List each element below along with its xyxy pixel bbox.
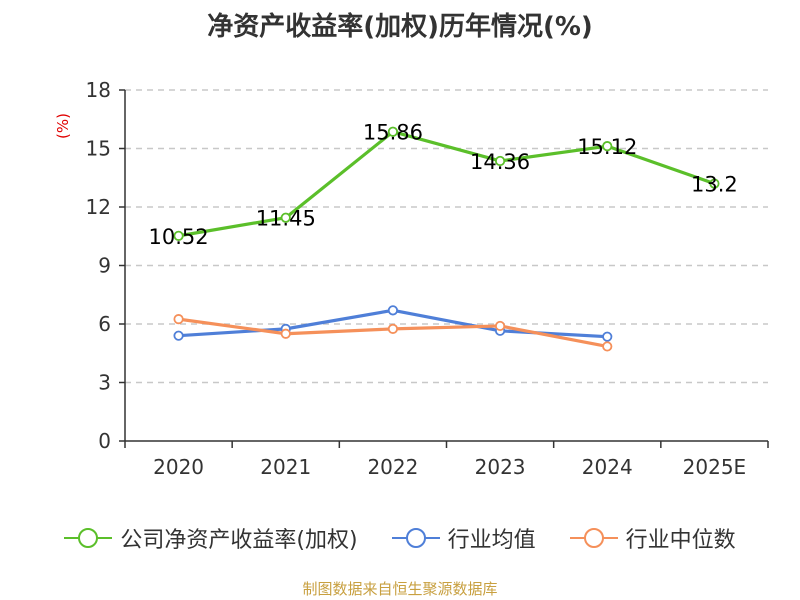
data-point-s0-0 [173, 230, 184, 241]
y-tick-label: 0 [98, 429, 111, 453]
data-point-s0-1 [280, 212, 291, 223]
legend-item-industry-median[interactable]: 行业中位数 [569, 522, 736, 554]
legend-item-company-roe[interactable]: 公司净资产收益率(加权) [64, 522, 358, 554]
y-tick-label: 9 [98, 254, 111, 278]
legend-item-industry-mean[interactable]: 行业均值 [391, 522, 536, 554]
x-tick-label: 2024 [582, 455, 633, 479]
data-point-s1-2 [387, 305, 399, 316]
legend-marker-company-roe [64, 528, 113, 548]
data-label: 11.45 [256, 207, 316, 231]
data-label: 15.12 [577, 135, 637, 159]
data-point-s2-1 [280, 328, 291, 339]
data-label: 10.52 [149, 225, 209, 249]
x-tick-label: 2021 [260, 455, 311, 479]
data-point-s0-4 [602, 141, 613, 152]
data-point-s2-2 [387, 323, 399, 334]
data-label: 13.2 [691, 173, 738, 197]
legend-label-industry-median: 行业中位数 [625, 528, 736, 553]
data-point-s0-2 [387, 126, 399, 137]
legend-marker-industry-mean [391, 528, 440, 548]
data-point-s0-5 [709, 178, 720, 189]
y-tick-label: 3 [98, 371, 111, 395]
data-label: 15.86 [363, 121, 423, 145]
data-label: 14.36 [470, 150, 530, 174]
data-point-s2-0 [173, 314, 184, 325]
x-tick-label: 2025E [683, 455, 747, 479]
y-tick-label: 6 [98, 312, 111, 336]
y-axis-unit-label: (%) [54, 113, 72, 139]
data-point-s2-4 [602, 341, 613, 352]
x-tick-label: 2023 [475, 455, 526, 479]
data-point-s1-4 [602, 331, 613, 342]
data-point-s1-0 [173, 330, 184, 341]
series-line-0 [178, 130, 715, 238]
legend-label-industry-mean: 行业均值 [447, 528, 536, 553]
legend-label-company-roe: 公司净资产收益率(加权) [120, 528, 358, 553]
data-point-s2-3 [494, 320, 506, 332]
source-note: 制图数据来自恒生聚源数据库 [302, 580, 498, 598]
y-tick-label: 18 [86, 78, 111, 102]
legend-marker-industry-median [569, 528, 618, 548]
x-tick-label: 2020 [153, 455, 204, 479]
y-tick-label: 12 [86, 195, 111, 219]
data-point-s0-3 [494, 155, 506, 167]
x-tick-label: 2022 [367, 455, 418, 479]
chart-title: 净资产收益率(加权)历年情况(%) [207, 12, 593, 42]
legend: 公司净资产收益率(加权) 行业均值 行业中位数 [0, 520, 800, 556]
y-tick-label: 15 [86, 137, 111, 161]
